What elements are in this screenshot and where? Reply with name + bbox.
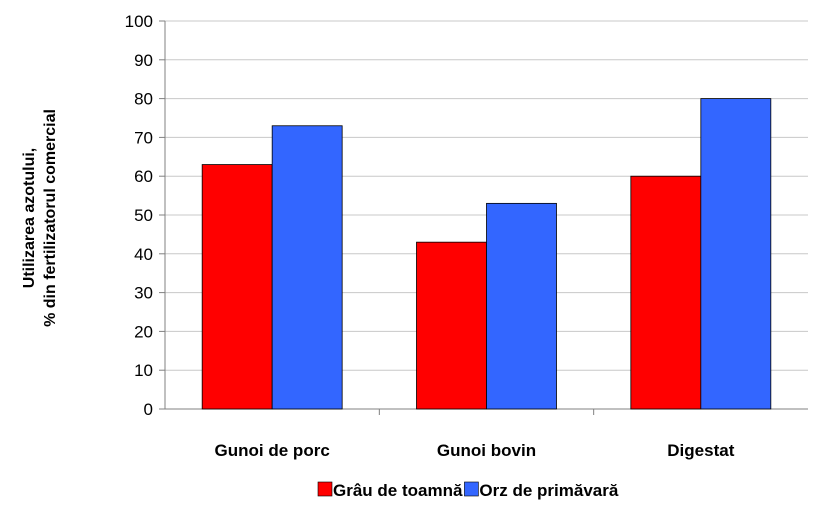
legend-swatch xyxy=(464,481,479,497)
y-axis-title-line: Utilizarea azotului, xyxy=(21,148,38,288)
y-tick-label: 50 xyxy=(134,206,153,225)
y-tick-label: 90 xyxy=(134,51,153,70)
legend-label: Grâu de toamnă xyxy=(333,481,463,500)
x-category-label: Gunoi de porc xyxy=(215,441,330,460)
y-tick-label: 40 xyxy=(134,245,153,264)
x-category-label: Digestat xyxy=(667,441,734,460)
labels: 0 10 20 30 40 50 60 70 80 90 100 Gunoi de porc Gunoi… xyxy=(21,12,735,460)
y-tick-label: 0 xyxy=(144,400,153,419)
y-tick-label: 80 xyxy=(134,90,153,109)
bars xyxy=(201,98,772,410)
legend: Grâu de toamnă Orz de primăvară xyxy=(317,481,619,500)
bar-series2-1 xyxy=(486,202,557,410)
y-tick-label: 10 xyxy=(134,361,153,380)
legend-label: Orz de primăvară xyxy=(479,481,618,500)
y-tick-label: 30 xyxy=(134,284,153,303)
bar-series1-0 xyxy=(201,164,273,410)
y-tick-label: 70 xyxy=(134,128,153,147)
x-category-label: Gunoi bovin xyxy=(437,441,536,460)
y-axis-title-line: % din fertilizatorul comercial xyxy=(42,109,59,327)
y-tick-label: 60 xyxy=(134,167,153,186)
bar-series2-2 xyxy=(700,98,772,410)
bar-series2-0 xyxy=(271,125,343,410)
bar-series1-1 xyxy=(416,241,487,410)
y-tick-label: 20 xyxy=(134,322,153,341)
bar-series1-2 xyxy=(630,175,702,410)
legend-swatch xyxy=(317,481,333,497)
y-tick-label: 100 xyxy=(125,12,153,31)
